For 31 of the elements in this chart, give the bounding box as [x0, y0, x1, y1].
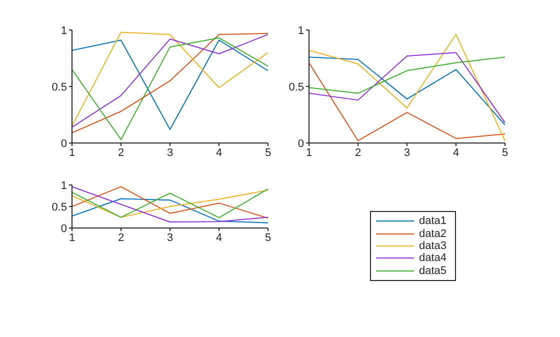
y-tick-label: 1	[298, 24, 304, 37]
x-tick-label: 3	[166, 232, 174, 244]
line-series	[72, 198, 268, 224]
x-tick-label: 2	[118, 146, 124, 159]
y-tick-label: 0.5	[288, 81, 304, 94]
x-tick-label: 4	[452, 146, 460, 159]
y-tick-label: 1	[60, 180, 67, 192]
x-tick-label: 2	[118, 232, 124, 244]
legend-label: data2	[419, 228, 447, 240]
x-tick-label: 1	[68, 146, 76, 159]
y-tick-label: 0	[60, 138, 67, 150]
x-tick-label: 5	[264, 232, 272, 244]
y-tick-label: 0	[60, 222, 67, 235]
legend-label: data4	[419, 252, 447, 264]
y-tick-label: 1	[60, 24, 67, 37]
y-tick-label: 0.5	[52, 201, 67, 214]
x-tick-label: 1	[68, 232, 76, 244]
x-tick-label: 4	[216, 146, 222, 159]
x-tick-label: 1	[306, 146, 312, 159]
x-tick-label: 2	[354, 146, 362, 159]
y-tick-label: 0.5	[52, 81, 67, 94]
legend-label: data5	[419, 264, 447, 277]
y-tick-label: 0	[298, 138, 304, 150]
x-tick-label: 4	[216, 232, 222, 244]
legend-label: data3	[419, 240, 447, 252]
x-tick-label: 3	[404, 146, 410, 159]
x-tick-label: 5	[264, 146, 272, 159]
x-tick-label: 3	[166, 146, 174, 159]
line-series	[309, 56, 505, 94]
x-tick-label: 5	[502, 146, 508, 159]
legend-label: data1	[419, 215, 447, 228]
